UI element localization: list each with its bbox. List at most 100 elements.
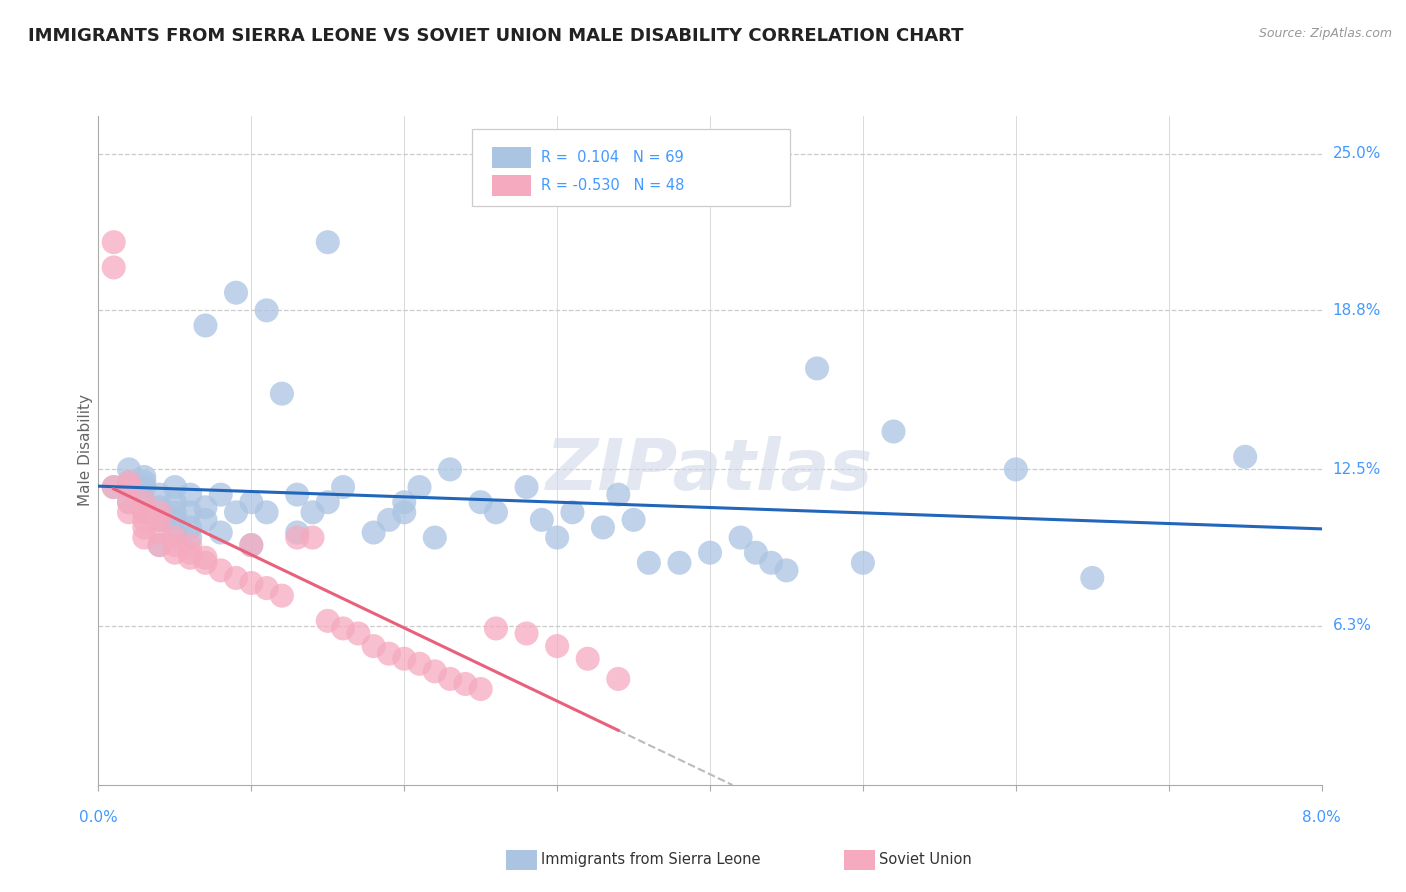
- Y-axis label: Male Disability: Male Disability: [77, 394, 93, 507]
- Text: 25.0%: 25.0%: [1333, 146, 1381, 161]
- Point: [301, 505, 323, 519]
- Text: 18.8%: 18.8%: [1333, 303, 1381, 318]
- Point: [118, 505, 141, 519]
- Text: 8.0%: 8.0%: [1302, 810, 1341, 825]
- Point: [163, 513, 186, 527]
- Point: [408, 657, 430, 671]
- Text: 6.3%: 6.3%: [1333, 618, 1372, 633]
- Point: [363, 525, 385, 540]
- Point: [134, 520, 156, 534]
- Point: [439, 672, 461, 686]
- Point: [347, 626, 370, 640]
- Point: [530, 513, 553, 527]
- Point: [194, 513, 217, 527]
- Text: 0.0%: 0.0%: [79, 810, 118, 825]
- Point: [883, 425, 905, 439]
- Point: [163, 525, 186, 540]
- Point: [194, 500, 217, 515]
- Point: [240, 495, 263, 509]
- Point: [225, 505, 247, 519]
- Point: [546, 531, 568, 545]
- Point: [285, 525, 308, 540]
- Point: [285, 488, 308, 502]
- Point: [699, 546, 721, 560]
- Point: [378, 513, 401, 527]
- Point: [118, 475, 141, 489]
- FancyBboxPatch shape: [471, 129, 790, 206]
- Point: [118, 475, 141, 489]
- Point: [209, 525, 232, 540]
- Point: [103, 235, 125, 250]
- Point: [516, 626, 538, 640]
- Point: [256, 581, 278, 595]
- Point: [745, 546, 768, 560]
- Point: [149, 488, 172, 502]
- Point: [852, 556, 875, 570]
- Point: [576, 651, 599, 665]
- Point: [623, 513, 645, 527]
- Point: [485, 622, 508, 636]
- Point: [470, 495, 492, 509]
- Point: [1081, 571, 1104, 585]
- Point: [163, 495, 186, 509]
- Point: [332, 480, 354, 494]
- Point: [134, 495, 156, 509]
- Point: [423, 531, 446, 545]
- Text: Soviet Union: Soviet Union: [879, 853, 972, 867]
- Point: [806, 361, 828, 376]
- Point: [118, 495, 141, 509]
- Point: [546, 639, 568, 653]
- Point: [134, 495, 156, 509]
- Point: [163, 546, 186, 560]
- Point: [194, 556, 217, 570]
- Point: [149, 513, 172, 527]
- Point: [149, 513, 172, 527]
- Point: [163, 538, 186, 552]
- Text: Immigrants from Sierra Leone: Immigrants from Sierra Leone: [541, 853, 761, 867]
- Point: [454, 677, 477, 691]
- Point: [285, 531, 308, 545]
- Point: [179, 520, 201, 534]
- Point: [607, 488, 630, 502]
- Point: [179, 505, 201, 519]
- Point: [179, 546, 201, 560]
- Point: [408, 480, 430, 494]
- Point: [103, 260, 125, 275]
- Text: R = -0.530   N = 48: R = -0.530 N = 48: [541, 178, 685, 193]
- Point: [439, 462, 461, 476]
- Text: IMMIGRANTS FROM SIERRA LEONE VS SOVIET UNION MALE DISABILITY CORRELATION CHART: IMMIGRANTS FROM SIERRA LEONE VS SOVIET U…: [28, 27, 963, 45]
- Point: [637, 556, 661, 570]
- Point: [179, 550, 201, 565]
- Point: [163, 480, 186, 494]
- Point: [134, 531, 156, 545]
- Point: [363, 639, 385, 653]
- Point: [194, 318, 217, 333]
- Point: [225, 285, 247, 300]
- Point: [270, 386, 294, 401]
- Point: [316, 235, 339, 250]
- Point: [149, 538, 172, 552]
- Point: [256, 505, 278, 519]
- Point: [561, 505, 583, 519]
- Text: Source: ZipAtlas.com: Source: ZipAtlas.com: [1258, 27, 1392, 40]
- Point: [730, 531, 752, 545]
- Point: [149, 505, 172, 519]
- Point: [240, 538, 263, 552]
- Point: [301, 531, 323, 545]
- Point: [1004, 462, 1026, 476]
- Point: [392, 651, 416, 665]
- Point: [209, 563, 232, 577]
- Point: [592, 520, 614, 534]
- Point: [209, 488, 232, 502]
- Point: [149, 500, 172, 515]
- Point: [179, 538, 201, 552]
- Point: [316, 495, 339, 509]
- Point: [179, 531, 201, 545]
- Point: [1234, 450, 1257, 464]
- Point: [607, 672, 630, 686]
- Point: [316, 614, 339, 628]
- Point: [423, 665, 446, 679]
- Point: [240, 538, 263, 552]
- Point: [256, 303, 278, 318]
- Point: [225, 571, 247, 585]
